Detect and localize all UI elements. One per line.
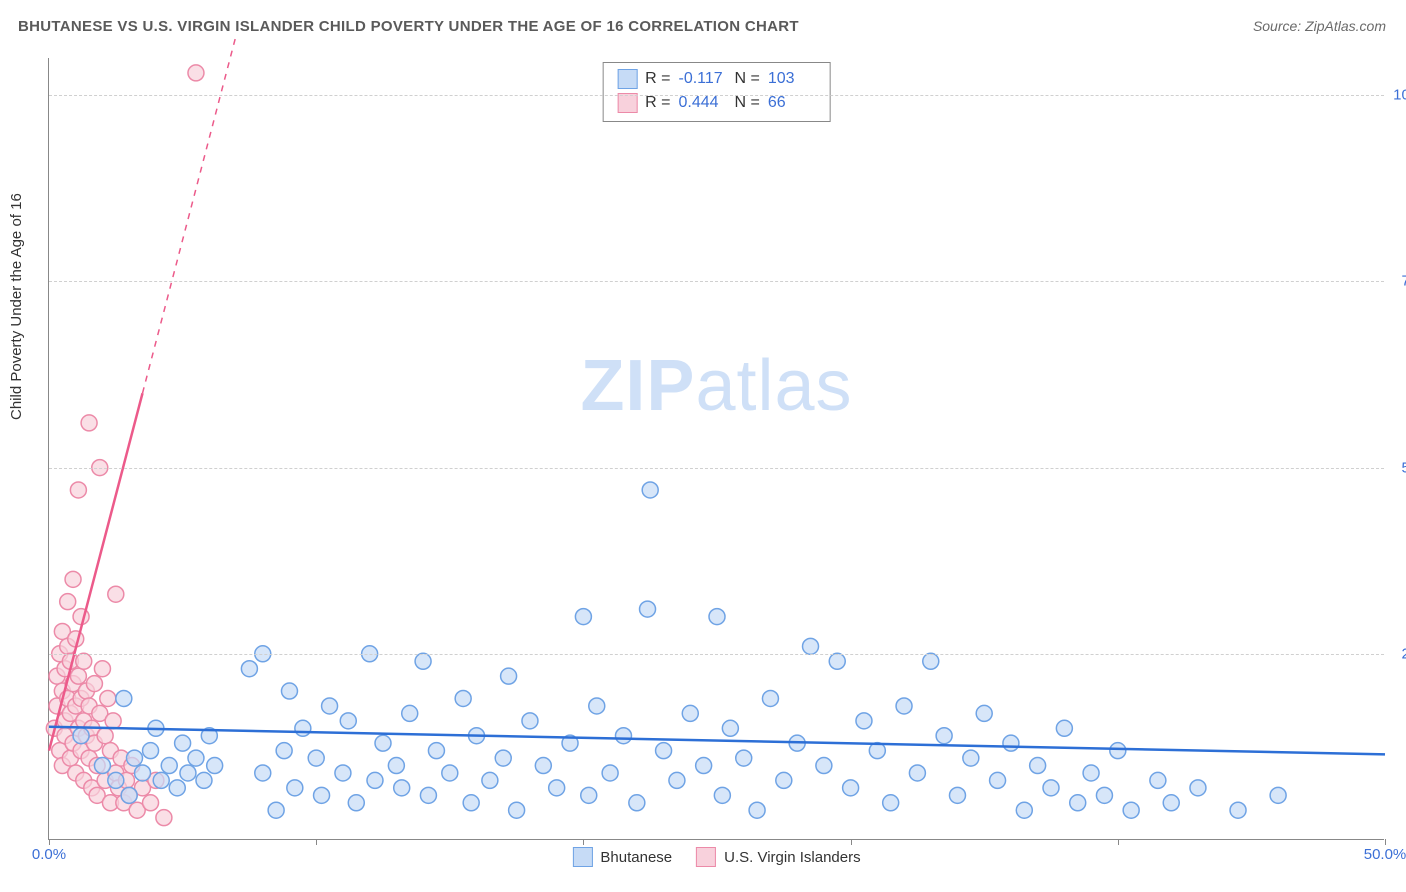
x-tick: [316, 839, 317, 845]
stats-row-1: R = -0.117 N = 103: [617, 67, 816, 91]
scatter-plot-svg: [49, 58, 1384, 839]
legend-label-2: U.S. Virgin Islanders: [724, 849, 860, 866]
gridline-h: [49, 281, 1384, 282]
stat-r-label-1: R =: [645, 67, 670, 91]
gridline-h: [49, 95, 1384, 96]
legend-item-2: U.S. Virgin Islanders: [696, 847, 860, 867]
stat-n-value-1: 103: [768, 67, 816, 91]
chart-container: BHUTANESE VS U.S. VIRGIN ISLANDER CHILD …: [0, 0, 1406, 892]
x-tick-label: 0.0%: [32, 846, 66, 863]
y-tick-label: 100.0%: [1393, 87, 1406, 104]
x-tick: [583, 839, 584, 845]
y-axis-label: Child Poverty Under the Age of 16: [8, 193, 25, 420]
y-tick-label: 25.0%: [1401, 645, 1406, 662]
gridline-h: [49, 654, 1384, 655]
plot-area: ZIPatlas R = -0.117 N = 103 R = 0.444 N …: [48, 58, 1384, 840]
legend-item-1: Bhutanese: [572, 847, 672, 867]
stat-n-label-1: N =: [735, 67, 760, 91]
legend-swatch-2: [696, 847, 716, 867]
legend: Bhutanese U.S. Virgin Islanders: [572, 847, 860, 867]
y-tick-label: 50.0%: [1401, 459, 1406, 476]
chart-title: BHUTANESE VS U.S. VIRGIN ISLANDER CHILD …: [18, 18, 799, 35]
gridline-h: [49, 468, 1384, 469]
x-tick-label: 50.0%: [1364, 846, 1406, 863]
y-tick-label: 75.0%: [1401, 273, 1406, 290]
x-tick: [49, 839, 50, 845]
x-tick: [851, 839, 852, 845]
legend-label-1: Bhutanese: [600, 849, 672, 866]
legend-swatch-1: [572, 847, 592, 867]
stat-r-value-1: -0.117: [679, 67, 727, 91]
swatch-series-1: [617, 69, 637, 89]
stats-box: R = -0.117 N = 103 R = 0.444 N = 66: [602, 62, 831, 122]
x-tick: [1118, 839, 1119, 845]
x-tick: [1385, 839, 1386, 845]
source-attribution: Source: ZipAtlas.com: [1253, 18, 1386, 34]
